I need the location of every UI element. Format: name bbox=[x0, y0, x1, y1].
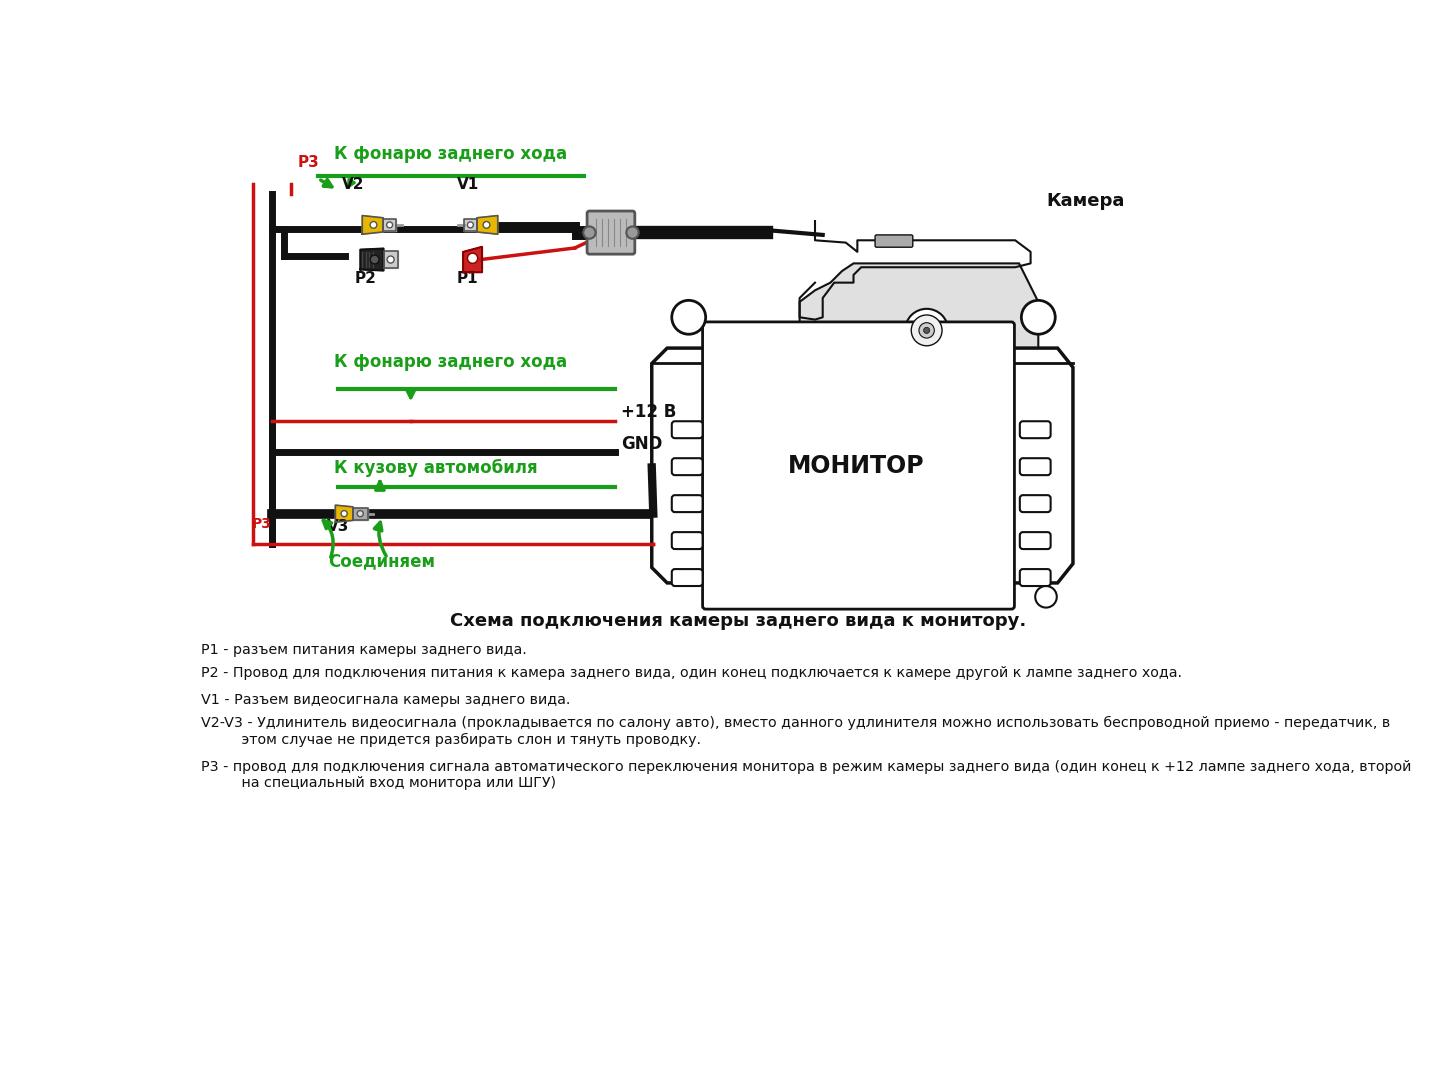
Circle shape bbox=[370, 222, 377, 228]
FancyBboxPatch shape bbox=[588, 211, 635, 254]
FancyBboxPatch shape bbox=[703, 322, 1014, 609]
Text: P1 - разъем питания камеры заднего вида.: P1 - разъем питания камеры заднего вида. bbox=[200, 643, 526, 657]
Text: МОНИТОР: МОНИТОР bbox=[788, 453, 924, 477]
Circle shape bbox=[468, 253, 478, 264]
Circle shape bbox=[906, 309, 948, 352]
Circle shape bbox=[341, 510, 347, 517]
Polygon shape bbox=[360, 249, 383, 270]
Circle shape bbox=[923, 327, 930, 333]
Polygon shape bbox=[799, 264, 1038, 356]
Text: К кузову автомобиля: К кузову автомобиля bbox=[334, 459, 537, 477]
FancyBboxPatch shape bbox=[1020, 421, 1051, 438]
Circle shape bbox=[912, 315, 942, 346]
Circle shape bbox=[386, 222, 393, 228]
Circle shape bbox=[387, 256, 395, 263]
Polygon shape bbox=[383, 219, 396, 230]
Polygon shape bbox=[464, 219, 477, 230]
Circle shape bbox=[583, 226, 596, 239]
Polygon shape bbox=[383, 251, 397, 268]
FancyBboxPatch shape bbox=[1020, 532, 1051, 549]
Circle shape bbox=[672, 300, 706, 334]
Text: Соединяем: Соединяем bbox=[328, 552, 435, 570]
FancyBboxPatch shape bbox=[1020, 495, 1051, 512]
Text: V1 - Разъем видеосигнала камеры заднего вида.: V1 - Разъем видеосигнала камеры заднего … bbox=[200, 694, 570, 708]
Text: Камера: Камера bbox=[1045, 192, 1125, 210]
FancyBboxPatch shape bbox=[672, 532, 703, 549]
Text: К фонарю заднего хода: К фонарю заднего хода bbox=[334, 354, 567, 371]
Text: GND: GND bbox=[621, 435, 662, 453]
Polygon shape bbox=[464, 247, 482, 272]
Text: P3: P3 bbox=[298, 155, 320, 170]
Text: P2 - Провод для подключения питания к камера заднего вида, один конец подключает: P2 - Провод для подключения питания к ка… bbox=[200, 666, 1182, 680]
Text: Схема подключения камеры заднего вида к монитору.: Схема подключения камеры заднего вида к … bbox=[449, 612, 1027, 630]
Text: Р3 - провод для подключения сигнала автоматического переключения монитора в режи: Р3 - провод для подключения сигнала авто… bbox=[200, 760, 1411, 790]
Text: +12 В: +12 В bbox=[621, 403, 677, 421]
Text: V1: V1 bbox=[456, 177, 480, 192]
FancyBboxPatch shape bbox=[672, 421, 703, 438]
Polygon shape bbox=[652, 348, 1073, 583]
Ellipse shape bbox=[825, 323, 851, 338]
Circle shape bbox=[919, 323, 935, 338]
Polygon shape bbox=[363, 215, 383, 234]
Text: К фонарю заднего хода: К фонарю заднего хода bbox=[334, 146, 567, 163]
Polygon shape bbox=[353, 508, 367, 520]
FancyBboxPatch shape bbox=[1020, 458, 1051, 475]
Text: V2: V2 bbox=[341, 177, 364, 192]
Circle shape bbox=[1035, 586, 1057, 608]
Circle shape bbox=[370, 255, 379, 264]
Polygon shape bbox=[336, 505, 353, 522]
Circle shape bbox=[1021, 300, 1056, 334]
Text: V3: V3 bbox=[327, 519, 348, 534]
Text: P1: P1 bbox=[456, 270, 478, 285]
Circle shape bbox=[357, 510, 363, 517]
Text: P3: P3 bbox=[252, 517, 271, 531]
FancyBboxPatch shape bbox=[1020, 569, 1051, 586]
Circle shape bbox=[468, 222, 474, 228]
FancyBboxPatch shape bbox=[672, 495, 703, 512]
FancyBboxPatch shape bbox=[876, 235, 913, 248]
Circle shape bbox=[626, 226, 639, 239]
FancyBboxPatch shape bbox=[672, 569, 703, 586]
Circle shape bbox=[484, 222, 490, 228]
FancyBboxPatch shape bbox=[672, 458, 703, 475]
Text: P2: P2 bbox=[354, 270, 376, 285]
Text: V2-V3 - Удлинитель видеосигнала (прокладывается по салону авто), вместо данного : V2-V3 - Удлинитель видеосигнала (проклад… bbox=[200, 716, 1390, 746]
Polygon shape bbox=[477, 215, 498, 234]
